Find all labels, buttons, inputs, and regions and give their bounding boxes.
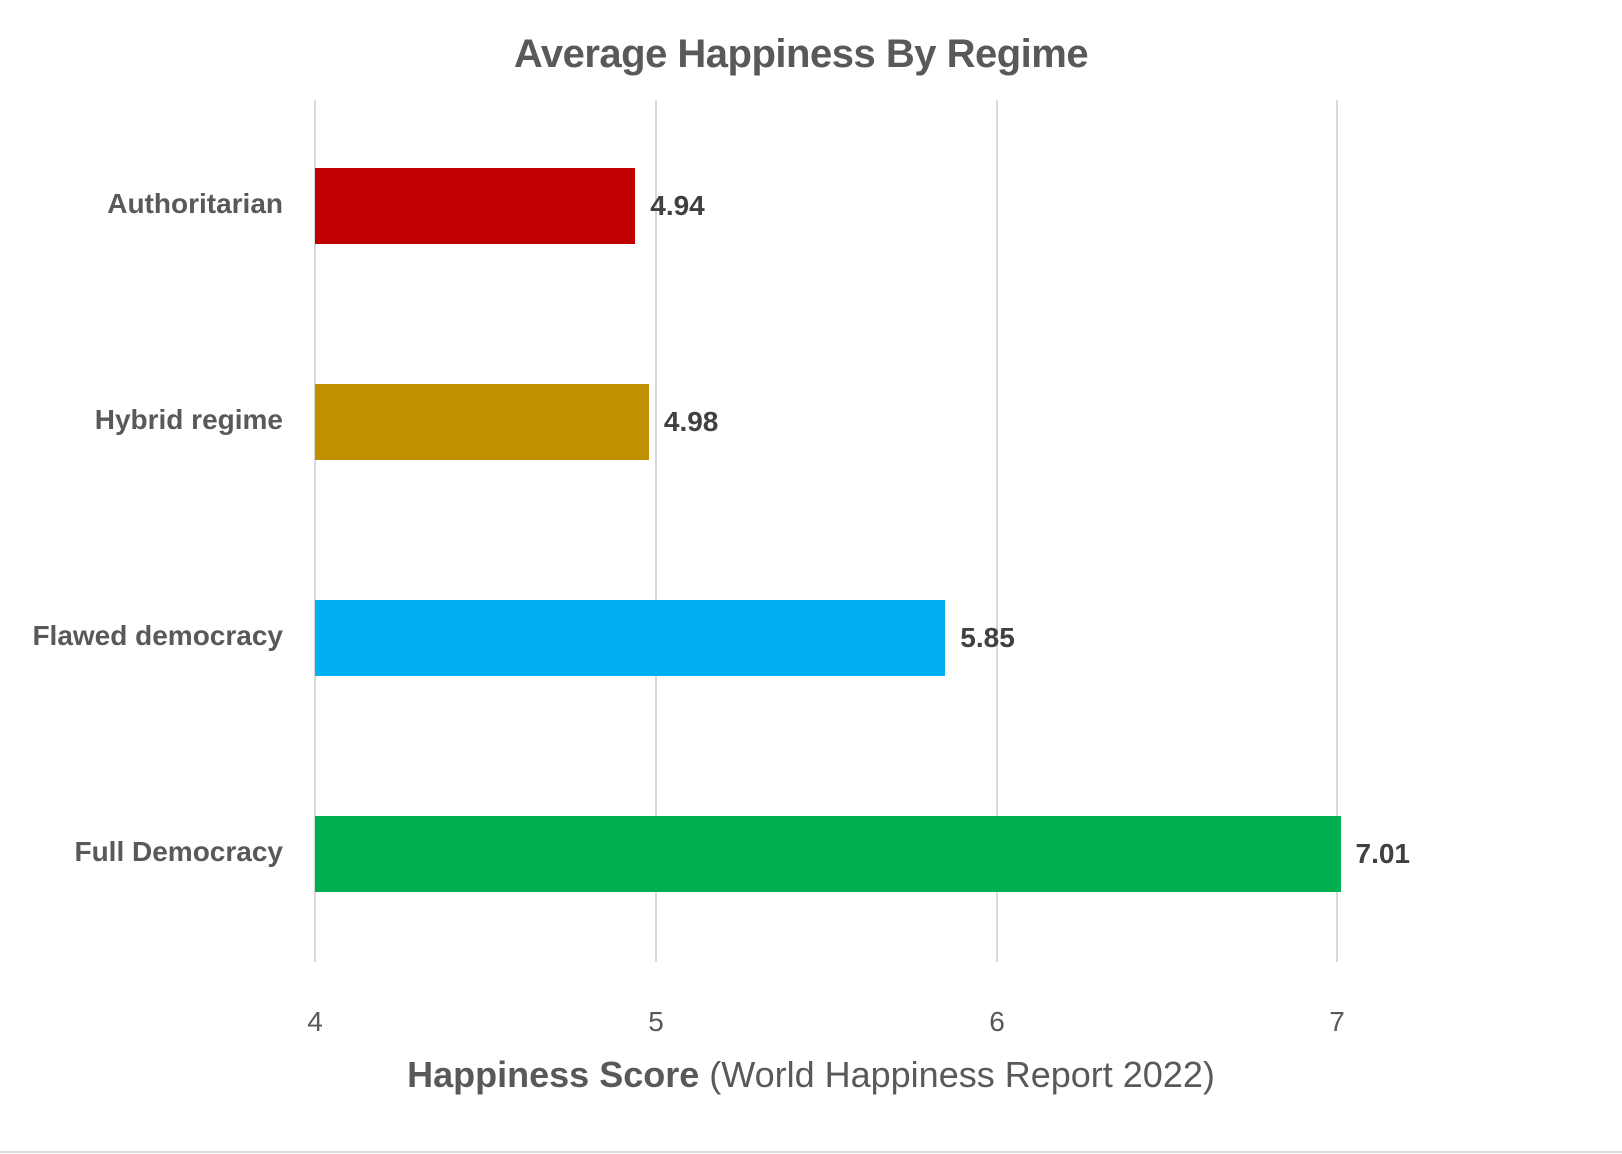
bottom-border	[0, 1151, 1622, 1153]
x-tick-7: 7	[1329, 1006, 1345, 1037]
gridline-7	[1336, 100, 1338, 962]
bar	[315, 168, 636, 244]
category-label: Full Democracy	[74, 836, 283, 867]
plot-area	[314, 100, 1415, 962]
category-label: Flawed democracy	[32, 620, 283, 651]
x-axis-label-bold: Happiness Score	[407, 1054, 700, 1095]
data-label: 4.94	[650, 190, 705, 221]
gridline-6	[996, 100, 998, 962]
x-axis-label: Happiness Score (World Happiness Report …	[0, 1054, 1622, 1096]
gridline-5	[655, 100, 657, 962]
data-label: 7.01	[1355, 838, 1411, 869]
bar	[315, 600, 946, 676]
gridline-4	[314, 100, 316, 962]
chart-title: Average Happiness By Regime	[513, 32, 1089, 76]
x-tick-4: 4	[307, 1006, 323, 1037]
category-label: Hybrid regime	[94, 404, 283, 435]
bar	[315, 384, 649, 460]
x-tick-6: 6	[989, 1006, 1005, 1037]
data-label: 4.98	[663, 406, 719, 437]
data-label: 5.85	[960, 622, 1015, 653]
x-axis-label-source: (World Happiness Report 2022)	[699, 1054, 1215, 1095]
category-label: Authoritarian	[107, 188, 283, 219]
bar	[315, 816, 1341, 892]
x-tick-5: 5	[648, 1006, 664, 1037]
